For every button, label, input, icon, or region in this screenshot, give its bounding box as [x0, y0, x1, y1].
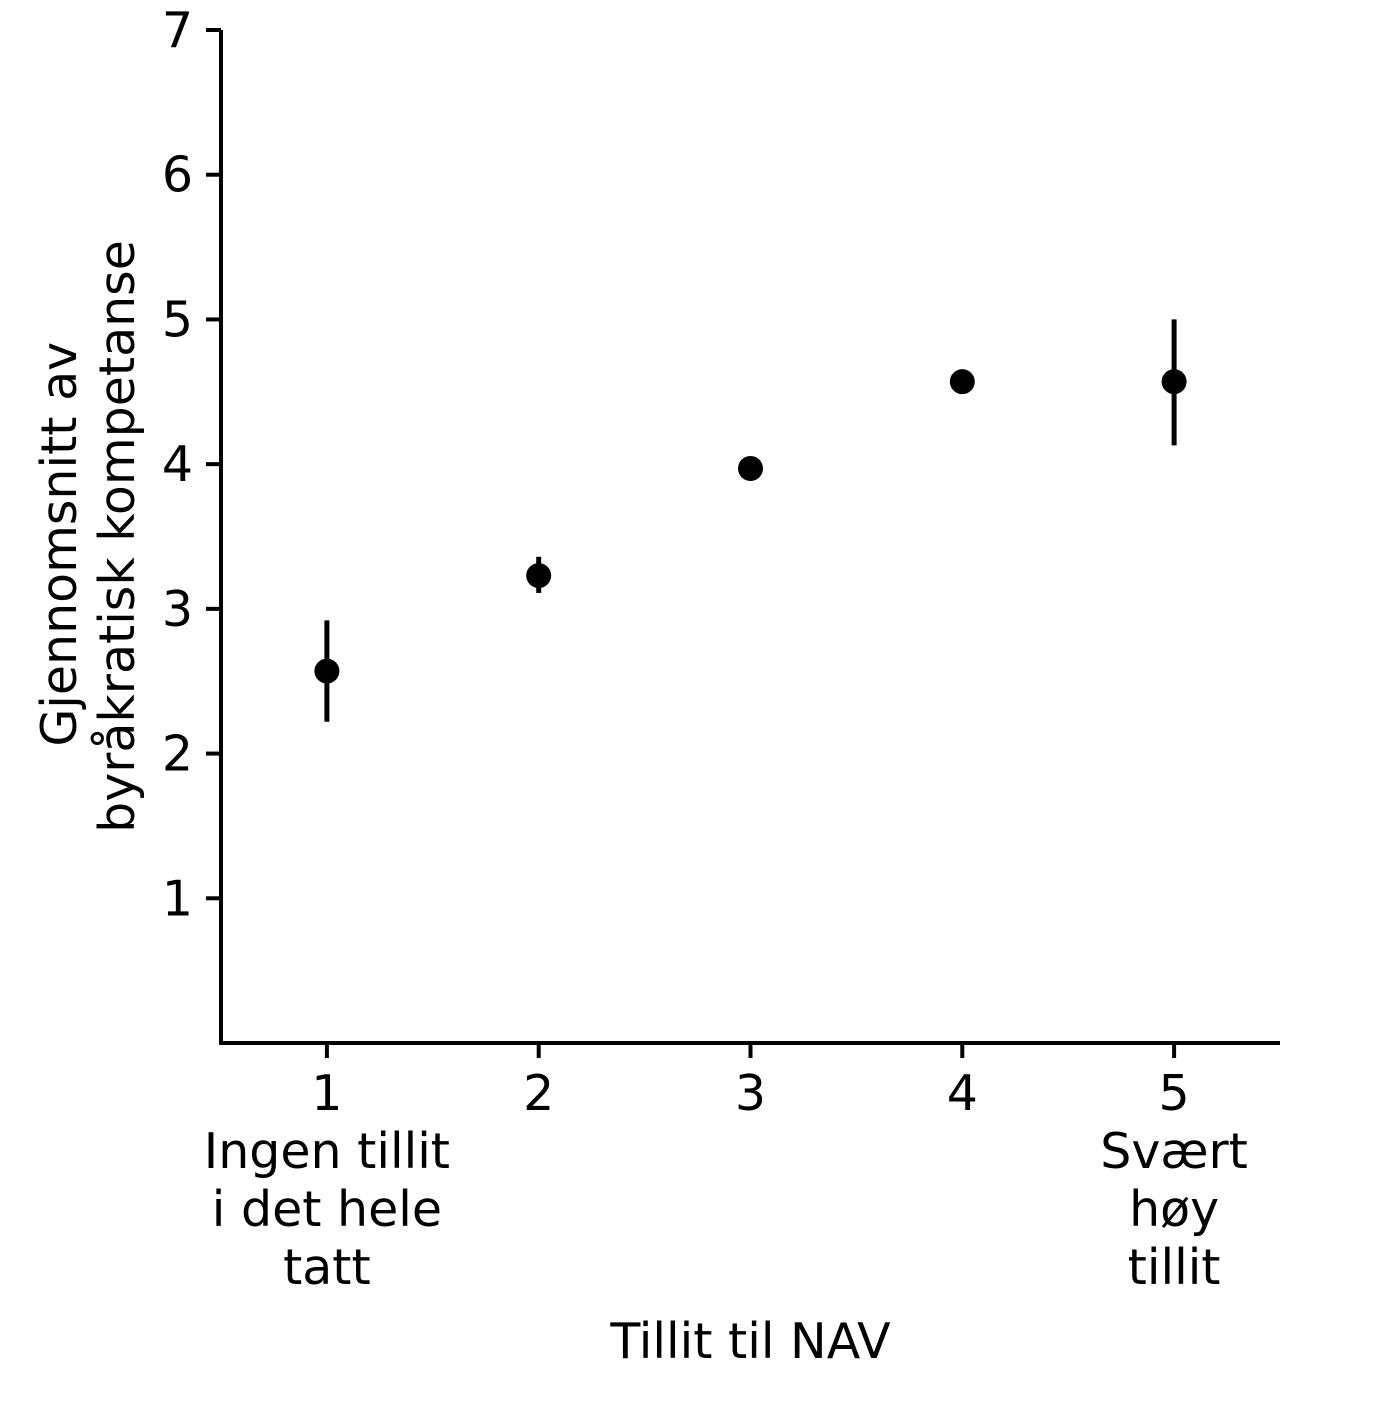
x-tick-label-line: 3 [735, 1065, 766, 1122]
y-axis-title-line-2: byråkratisk kompetanse [89, 240, 146, 833]
y-tick-label: 1 [162, 870, 193, 927]
x-tick-label-line: tatt [283, 1239, 371, 1296]
data-point [738, 455, 763, 481]
x-tick-label-line: 2 [523, 1065, 554, 1122]
x-tick-label: 1 Ingen tillit i det hele tatt [204, 1065, 450, 1296]
x-tick-label-line: tillit [1128, 1239, 1221, 1296]
data-point [1161, 369, 1187, 395]
axis-labels: Tillit til NAV Gjennomsnitt av byråkrati… [31, 240, 891, 1370]
data-point [526, 563, 552, 589]
y-tick-label: 6 [162, 147, 193, 204]
x-tick-label: 3 [735, 1065, 766, 1122]
x-tick-label: 5 Svært høy tillit [1100, 1065, 1248, 1296]
y-tick-label: 2 [162, 726, 193, 783]
x-tick-label-line: 5 [1159, 1065, 1190, 1122]
x-tick-label: 2 [523, 1065, 554, 1122]
x-tick-label-line: 4 [947, 1065, 978, 1122]
y-tick-label: 3 [162, 581, 193, 638]
x-tick-label-line: 1 [311, 1065, 342, 1122]
data-point [949, 369, 975, 395]
x-tick-label-line: Svært [1100, 1123, 1248, 1180]
y-tick-label: 7 [162, 2, 193, 59]
data-marks [314, 319, 1187, 722]
y-axis-title-line-1: Gjennomsnitt av [31, 342, 88, 747]
x-tick-label-line: høy [1129, 1181, 1219, 1238]
x-axis-title: Tillit til NAV [609, 1313, 891, 1370]
y-tick-label: 4 [162, 436, 193, 493]
data-point [314, 658, 340, 684]
x-tick-label-line: Ingen tillit [204, 1123, 450, 1180]
x-tick-label-line: i det hele [212, 1181, 442, 1238]
y-axis-title: Gjennomsnitt av byråkratisk kompetanse [31, 240, 146, 833]
y-tick-label: 5 [162, 291, 193, 348]
x-tick-label: 4 [947, 1065, 978, 1122]
